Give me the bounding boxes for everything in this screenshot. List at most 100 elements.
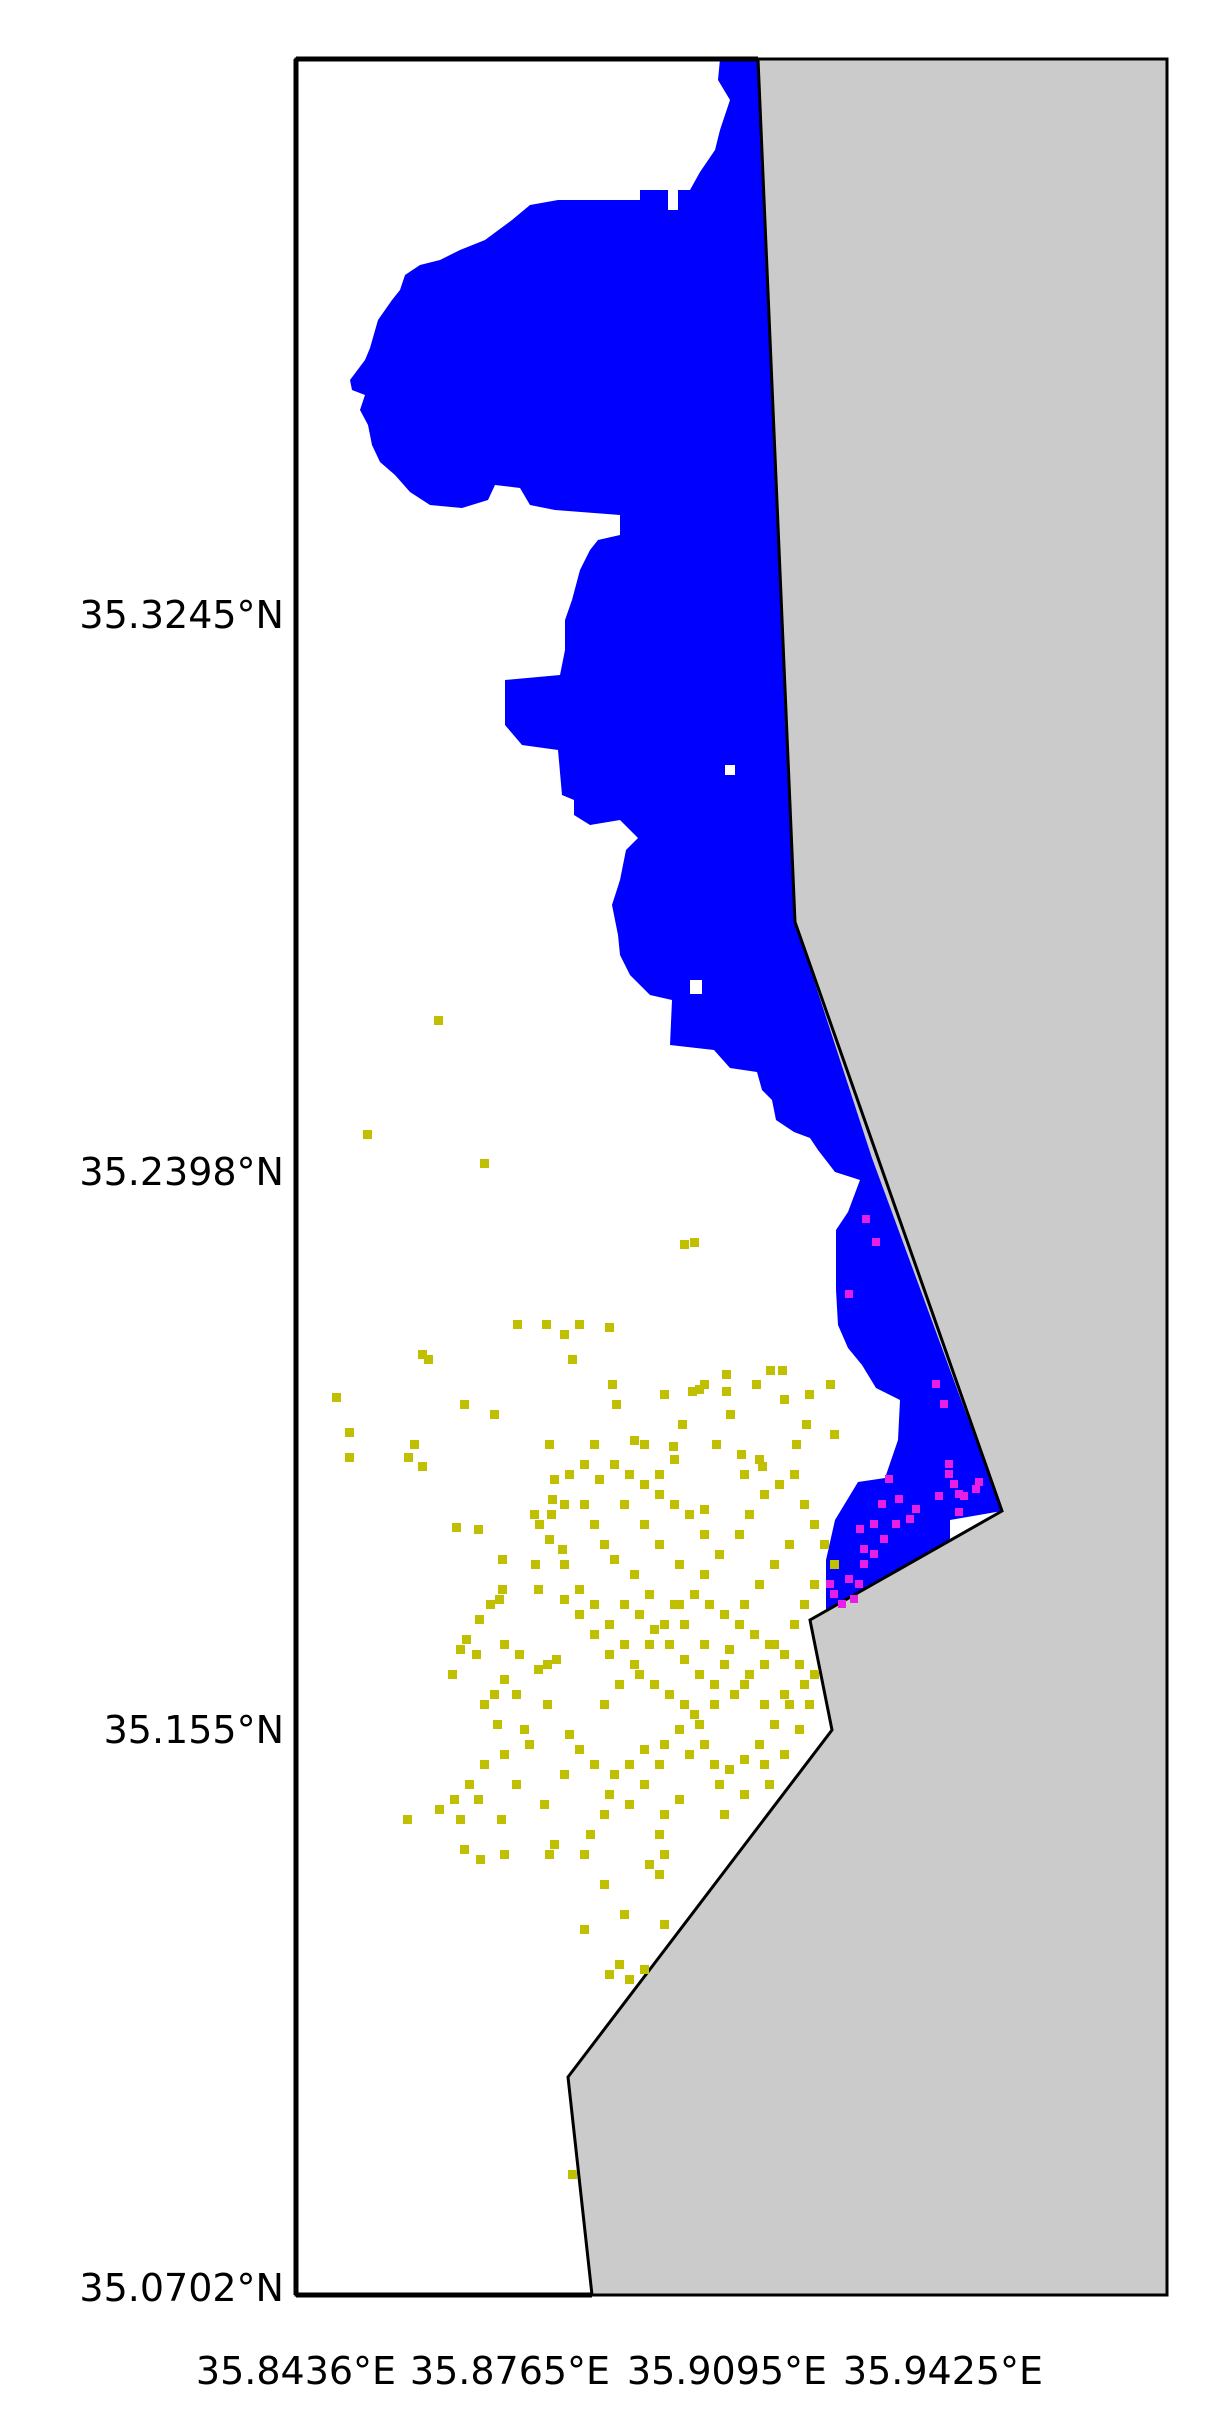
yellow-point <box>760 1490 769 1499</box>
yellow-point <box>795 1725 804 1734</box>
yellow-point <box>625 1760 634 1769</box>
yellow-point <box>600 1880 609 1889</box>
yellow-point <box>766 1366 775 1375</box>
magenta-point <box>870 1520 878 1528</box>
magenta-point <box>912 1505 920 1513</box>
yellow-point <box>620 1910 629 1919</box>
yellow-point <box>715 1780 724 1789</box>
yellow-point <box>680 1240 689 1249</box>
yellow-point <box>630 1660 639 1669</box>
yellow-point <box>474 1795 483 1804</box>
yellow-point <box>472 1650 481 1659</box>
yellow-point <box>625 1800 634 1809</box>
yellow-point <box>785 1540 794 1549</box>
yellow-point <box>745 1510 754 1519</box>
yellow-point <box>660 1850 669 1859</box>
yellow-point <box>780 1395 789 1404</box>
yellow-point <box>785 1700 794 1709</box>
yellow-point <box>685 1750 694 1759</box>
yellow-point <box>568 1355 577 1364</box>
yellow-point <box>660 1390 669 1399</box>
yellow-point <box>770 1560 779 1569</box>
yellow-point <box>605 1323 614 1332</box>
yellow-point <box>670 1500 679 1509</box>
yellow-point <box>610 1460 619 1469</box>
yellow-point <box>765 1640 774 1649</box>
yellow-point <box>655 1870 664 1879</box>
yellow-point <box>720 1660 729 1669</box>
yellow-point <box>675 1795 684 1804</box>
yellow-point <box>568 2170 577 2179</box>
yellow-point <box>500 1640 509 1649</box>
yellow-point <box>675 1560 684 1569</box>
yellow-point <box>610 1770 619 1779</box>
yellow-point <box>680 1700 689 1709</box>
yellow-point <box>615 1960 624 1969</box>
yellow-point <box>770 1720 779 1729</box>
yellow-point <box>640 1745 649 1754</box>
yellow-point <box>531 1560 540 1569</box>
yellow-point <box>448 1670 457 1679</box>
yellow-point <box>720 1610 729 1619</box>
yellow-point <box>780 1690 789 1699</box>
yellow-point <box>740 1680 749 1689</box>
yellow-point <box>722 1370 731 1379</box>
yellow-point <box>498 1555 507 1564</box>
yellow-point <box>498 1585 507 1594</box>
yellow-point <box>740 1470 749 1479</box>
yellow-point <box>795 1660 804 1669</box>
yellow-point <box>740 1600 749 1609</box>
magenta-point <box>860 1560 868 1568</box>
magenta-point <box>945 1470 953 1478</box>
land-area <box>568 59 1167 2295</box>
yellow-point <box>462 1635 471 1644</box>
yellow-point <box>535 1520 544 1529</box>
yellow-point <box>497 1815 506 1824</box>
yellow-point <box>560 1500 569 1509</box>
yellow-point <box>550 1475 559 1484</box>
yellow-point <box>635 1670 644 1679</box>
magenta-point <box>945 1460 953 1468</box>
yellow-point <box>655 1540 664 1549</box>
yellow-point <box>605 1970 614 1979</box>
yellow-point <box>680 1620 689 1629</box>
yellow-point <box>755 1455 764 1464</box>
yellow-point <box>404 1453 413 1462</box>
yellow-point <box>780 1650 789 1659</box>
yellow-points <box>332 1016 839 2179</box>
yellow-point <box>750 1630 759 1639</box>
yellow-point <box>545 1440 554 1449</box>
yellow-point <box>500 1750 509 1759</box>
coastline <box>566 58 1004 2296</box>
yellow-point <box>645 1590 654 1599</box>
yellow-point <box>610 1555 619 1564</box>
lon-tick-label: 35.9095°E <box>627 2349 827 2393</box>
yellow-point <box>605 1790 614 1799</box>
yellow-point <box>730 1690 739 1699</box>
yellow-point <box>332 1393 341 1402</box>
yellow-point <box>700 1530 709 1539</box>
yellow-point <box>722 1387 731 1396</box>
yellow-point <box>363 1130 372 1139</box>
yellow-point <box>434 1016 443 1025</box>
yellow-point <box>830 1430 839 1439</box>
yellow-point <box>345 1453 354 1462</box>
yellow-point <box>513 1320 522 1329</box>
yellow-point <box>600 1540 609 1549</box>
yellow-point <box>424 1355 433 1364</box>
yellow-point <box>810 1670 819 1679</box>
yellow-point <box>802 1420 811 1429</box>
yellow-point <box>758 1462 767 1471</box>
yellow-point <box>625 1470 634 1479</box>
yellow-point <box>752 1380 761 1389</box>
magenta-point <box>885 1475 893 1483</box>
yellow-point <box>710 1760 719 1769</box>
yellow-point <box>760 1700 769 1709</box>
yellow-point <box>590 1440 599 1449</box>
lon-tick-label: 35.8765°E <box>410 2349 610 2393</box>
yellow-point <box>534 1665 543 1674</box>
magenta-point <box>950 1480 958 1488</box>
yellow-point <box>745 1670 754 1679</box>
yellow-point <box>403 1815 412 1824</box>
